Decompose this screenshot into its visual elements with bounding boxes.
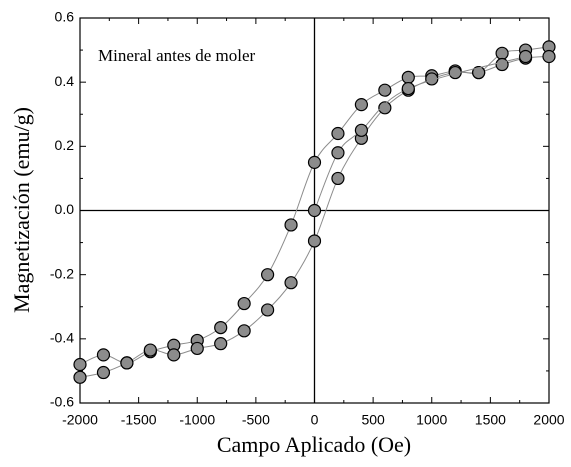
x-tick-label: -1000 [179, 412, 215, 428]
x-tick-label: 500 [361, 412, 385, 428]
data-point [237, 324, 251, 338]
x-tick-label: -500 [242, 412, 270, 428]
y-tick-label: -0.2 [50, 265, 74, 281]
data-point [542, 49, 556, 64]
y-tick-label: -0.4 [50, 330, 74, 346]
data-point [73, 357, 87, 372]
y-tick-label: 0.6 [55, 9, 75, 25]
data-point [378, 83, 392, 97]
data-point [401, 81, 415, 96]
data-point [307, 234, 322, 248]
data-point [237, 296, 251, 311]
data-point [167, 348, 181, 362]
data-point [518, 49, 533, 64]
data-point [214, 321, 228, 335]
x-tick-label: 0 [311, 412, 319, 428]
annotation: Mineral antes de moler [98, 46, 256, 65]
data-point [307, 155, 322, 169]
series-line [314, 56, 526, 211]
data-point [190, 341, 204, 356]
x-tick-label: 2000 [533, 412, 564, 428]
data-point [331, 146, 345, 160]
data-point [378, 101, 392, 115]
data-point [96, 348, 111, 362]
data-point [331, 171, 345, 186]
data-point [261, 268, 275, 282]
y-axis-label: Magnetización (emu/g) [9, 107, 34, 313]
data-point [261, 303, 275, 317]
x-tick-label: -2000 [62, 412, 98, 428]
data-point [401, 70, 415, 84]
data-point [307, 203, 322, 218]
data-point [354, 123, 368, 137]
data-point [331, 126, 345, 141]
data-point [214, 337, 228, 351]
data-point [284, 218, 298, 232]
plot-frame [79, 17, 550, 404]
data-point [495, 46, 509, 60]
data-point [354, 98, 368, 112]
data-point [120, 356, 134, 370]
data-point [143, 343, 157, 357]
data-point [96, 365, 111, 380]
data-point [73, 370, 87, 384]
x-axis-label: Campo Aplicado (Oe) [217, 432, 411, 457]
data-point [284, 276, 298, 290]
y-tick-label: 0.2 [55, 137, 75, 153]
y-tick-label: 0.4 [55, 73, 75, 89]
x-tick-label: -1500 [121, 412, 157, 428]
data-point [472, 65, 486, 80]
y-tick-label: -0.6 [50, 394, 74, 410]
x-tick-label: 1500 [475, 412, 506, 428]
y-tick-label: 0.0 [55, 201, 75, 217]
data-point [495, 57, 509, 72]
x-tick-label: 1000 [416, 412, 447, 428]
